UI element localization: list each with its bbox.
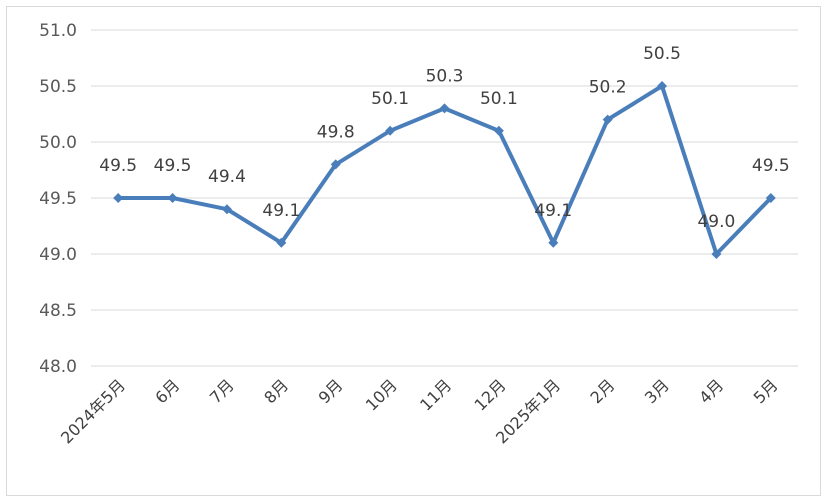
data-label: 49.5 xyxy=(752,156,790,176)
data-label: 49.8 xyxy=(317,122,355,142)
x-tick-label: 11月 xyxy=(416,375,455,414)
data-point-marker xyxy=(167,193,178,203)
data-point-marker xyxy=(439,103,450,114)
x-tick-label: 10月 xyxy=(362,375,401,414)
x-tick-label: 2月 xyxy=(587,375,619,407)
x-tick-label: 3月 xyxy=(641,375,673,407)
chart-frame xyxy=(6,6,821,496)
gridlines xyxy=(91,29,798,367)
x-tick-label: 12月 xyxy=(471,375,510,414)
data-point-marker xyxy=(657,81,668,91)
data-point-marker xyxy=(385,125,396,136)
y-tick-label: 51.0 xyxy=(39,21,77,41)
y-axis-ticks: 48.0 48.5 49.0 49.5 50.0 50.5 51.0 xyxy=(39,21,77,377)
x-tick-label: 8月 xyxy=(260,375,292,407)
data-point-marker xyxy=(276,237,287,248)
data-point-marker xyxy=(221,204,232,215)
data-label: 50.2 xyxy=(589,78,627,98)
y-tick-label: 50.0 xyxy=(39,133,77,153)
x-tick-label: 5月 xyxy=(750,375,782,407)
x-tick-label: 6月 xyxy=(151,375,183,407)
data-label: 50.1 xyxy=(480,89,518,109)
series-layer xyxy=(113,81,776,259)
y-tick-label: 49.5 xyxy=(39,189,77,209)
y-tick-label: 48.0 xyxy=(39,357,77,377)
data-point-marker xyxy=(602,114,613,125)
x-tick-label: 9月 xyxy=(315,375,347,407)
x-tick-label: 7月 xyxy=(206,375,238,407)
data-point-marker xyxy=(548,237,559,248)
y-tick-label: 50.5 xyxy=(39,77,77,97)
data-point-marker xyxy=(493,125,504,136)
data-point-marker xyxy=(113,193,124,203)
data-point-marker xyxy=(711,249,722,259)
data-label: 50.5 xyxy=(643,44,681,64)
data-label: 49.1 xyxy=(534,201,572,221)
data-label: 49.0 xyxy=(697,212,735,232)
data-label: 50.1 xyxy=(371,89,409,109)
x-tick-label: 2024年5月 xyxy=(57,375,129,447)
y-tick-label: 49.0 xyxy=(39,245,77,265)
data-label: 50.3 xyxy=(426,66,464,86)
y-tick-label: 48.5 xyxy=(39,301,77,321)
data-label: 49.5 xyxy=(154,156,192,176)
data-labels: 49.5 49.5 49.4 49.1 49.8 50.1 50.3 50.1 49.1 50.2… xyxy=(99,44,789,232)
data-label: 49.4 xyxy=(208,167,246,187)
data-point-marker xyxy=(765,193,776,203)
data-label: 49.5 xyxy=(99,156,137,176)
data-point-marker xyxy=(330,159,341,170)
x-tick-label: 4月 xyxy=(695,375,727,407)
data-label: 49.1 xyxy=(262,201,300,221)
